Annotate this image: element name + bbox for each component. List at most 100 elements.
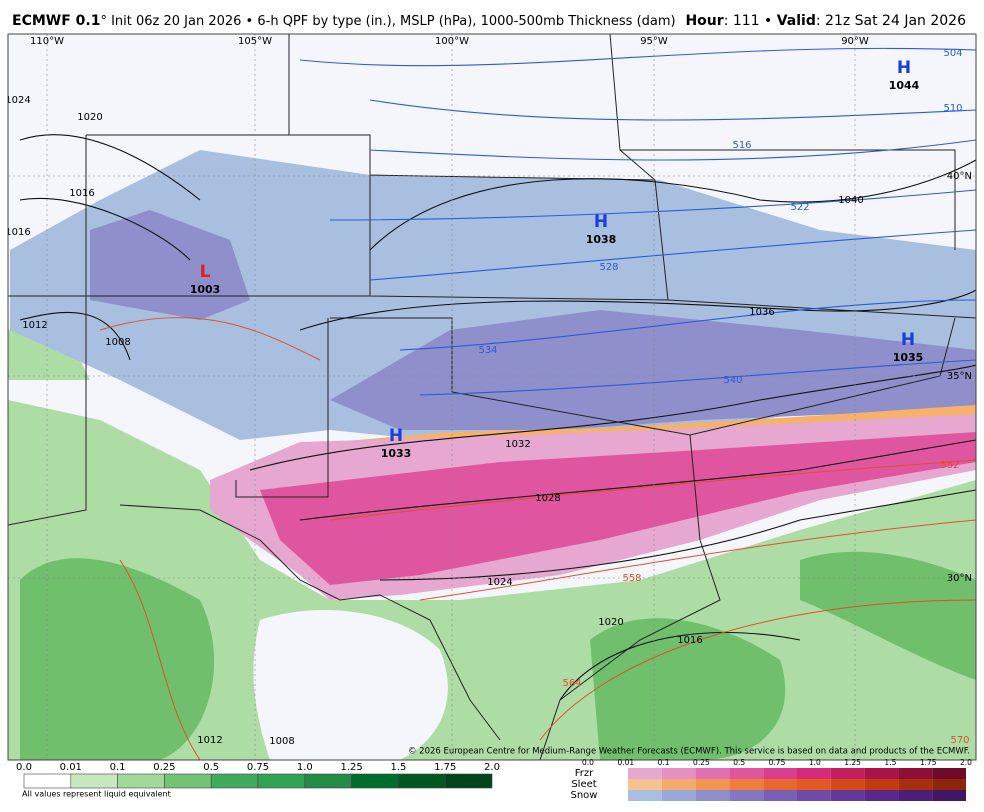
ptype-tick: 1.5 [884, 758, 896, 767]
rain-tick: 2.0 [484, 762, 500, 773]
thickness-label: 570 [950, 735, 969, 746]
isobar-label: 1020 [598, 617, 623, 628]
ptype-tick: 0.01 [617, 758, 634, 767]
latitude-label: 30°N [947, 573, 972, 584]
ptype-swatch [830, 768, 865, 779]
isobar-label: 1024 [487, 577, 512, 588]
ptype-swatch [729, 779, 764, 790]
longitude-label: 100°W [435, 36, 469, 47]
ptype-swatch [763, 779, 797, 790]
rain-swatch [398, 773, 446, 789]
thickness-label: 522 [790, 202, 809, 213]
ptype-swatch [729, 790, 764, 801]
rain-tick: 0.1 [110, 762, 126, 773]
isobar-label: 1008 [105, 337, 130, 348]
rain-swatch [257, 773, 306, 789]
rain-tick: 0.25 [153, 762, 175, 773]
ptype-swatch [830, 790, 865, 801]
ptype-swatch [797, 779, 831, 790]
map-area: 110°W 105°W 100°W 95°W 90°W40°N35°N30°NH1044… [5, 34, 976, 760]
thickness-label: 504 [943, 48, 962, 59]
pressure-center-letter: H [389, 426, 403, 446]
thickness-cold [299, 47, 976, 396]
pressure-center-value: 1033 [381, 447, 412, 460]
isobar-label: 1012 [22, 320, 47, 331]
ptype-swatch [661, 768, 696, 779]
subtitle: ° Init 06z 20 Jan 2026 • 6-h QPF by type… [100, 14, 675, 29]
ptype-swatch [932, 790, 966, 801]
ptype-swatch [695, 790, 730, 801]
longitude-label: 105°W [238, 36, 272, 47]
thickness-label: 558 [622, 573, 641, 584]
rain-tick: 0.0 [16, 762, 32, 773]
ptype-swatch [628, 768, 662, 779]
ptype-swatch [898, 779, 933, 790]
rain-swatch [23, 773, 72, 789]
header-right: Hour: 111 • Valid: 21z Sat 24 Jan 2026 [685, 13, 966, 29]
model-name: ECMWF 0.1 [12, 13, 100, 29]
rain-heavy [20, 551, 976, 760]
rain-tick: 0.01 [60, 762, 82, 773]
ptype-tick: 0.25 [693, 758, 710, 767]
rain-swatch [164, 773, 212, 789]
ptype-swatch [763, 768, 797, 779]
thickness-label: 540 [723, 375, 742, 386]
longitude-label: 90°W [841, 36, 869, 47]
ptype-tick: 0.75 [769, 758, 786, 767]
isobar-label: 1012 [197, 735, 222, 746]
hour-label: Hour [685, 13, 723, 29]
ptype-swatch [864, 790, 899, 801]
latitude-label: 35°N [947, 371, 972, 382]
pressure-center-letter: H [897, 58, 911, 78]
ptype-tick: 2.0 [960, 758, 972, 767]
isobar-label: 1024 [5, 95, 30, 106]
pressure-center-value: 1044 [889, 79, 920, 92]
ptype-swatch [898, 768, 933, 779]
ptype-swatch [932, 779, 966, 790]
ptype-swatch [797, 790, 831, 801]
rain-tick: 0.5 [203, 762, 219, 773]
ptype-tick: 1.0 [809, 758, 821, 767]
snow-heavy [90, 210, 250, 320]
ptype-swatch [695, 779, 730, 790]
isobar-label: 1016 [5, 227, 30, 238]
isobar-label: 1016 [69, 188, 94, 199]
sleet-area [330, 310, 976, 430]
isobar-label: 1040 [838, 195, 863, 206]
header-left: ECMWF 0.1° Init 06z 20 Jan 2026 • 6-h QP… [12, 13, 676, 29]
thickness-label: 552 [940, 460, 959, 471]
ptype-swatch [628, 779, 662, 790]
isobar-label: 1016 [677, 635, 702, 646]
thickness-label: 534 [478, 345, 497, 356]
ptype-label: Sleet [571, 779, 596, 790]
map-frame [7, 33, 977, 761]
rain-swatch [444, 773, 493, 789]
ptype-swatch [864, 768, 899, 779]
thickness-label: 528 [599, 262, 618, 273]
sleet-fringe [300, 405, 976, 445]
rain-tick: 0.75 [247, 762, 269, 773]
pressure-center-value: 1038 [586, 233, 617, 246]
isobars [19, 134, 976, 701]
ptype-label: Frzr [575, 768, 594, 779]
isobar-label: 1008 [269, 736, 294, 747]
ptype-tick: 1.25 [844, 758, 861, 767]
ptype-swatch [729, 768, 764, 779]
ptype-label: Snow [571, 790, 598, 801]
thickness-label: 510 [943, 103, 962, 114]
ptype-tick: 0.1 [658, 758, 670, 767]
isobar-label: 1036 [749, 307, 774, 318]
hour-value: : 111 • [724, 13, 777, 29]
isobar-label: 1032 [505, 439, 530, 450]
ptype-tick: 1.75 [920, 758, 937, 767]
pressure-center-letter: H [901, 330, 915, 350]
latitude-label: 40°N [947, 171, 972, 182]
rain-swatch [210, 773, 259, 789]
ptype-swatch [661, 790, 696, 801]
rain-swatch [351, 773, 399, 789]
thickness-label: 516 [732, 140, 751, 151]
legend: All values represent liquid equivalent 0… [16, 758, 972, 801]
rain-tick: 1.25 [340, 762, 362, 773]
ptype-swatch [830, 779, 865, 790]
